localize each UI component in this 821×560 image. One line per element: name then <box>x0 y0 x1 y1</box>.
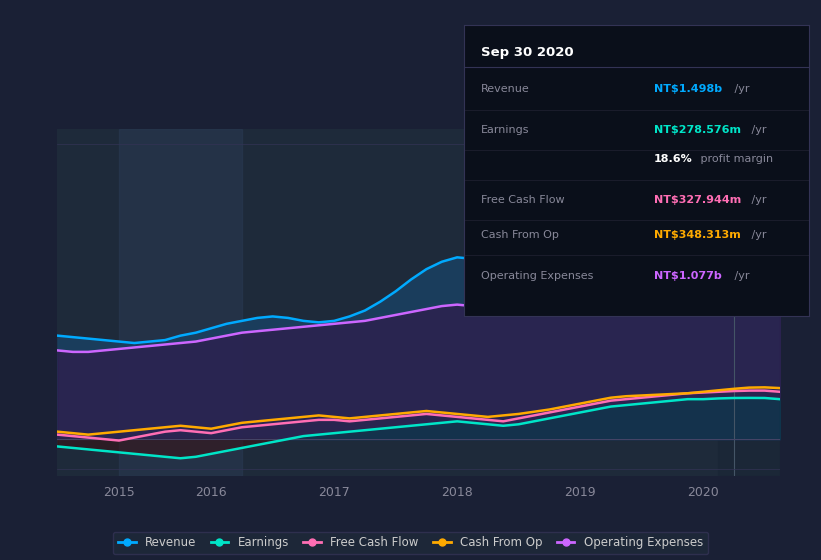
Text: NT$1.077b: NT$1.077b <box>654 270 722 281</box>
Text: 18.6%: 18.6% <box>654 154 692 164</box>
Text: Cash From Op: Cash From Op <box>481 230 559 240</box>
Text: profit margin: profit margin <box>696 154 773 164</box>
Bar <box>119 129 242 476</box>
Text: Operating Expenses: Operating Expenses <box>481 270 594 281</box>
Text: NT$327.944m: NT$327.944m <box>654 195 741 205</box>
Legend: Revenue, Earnings, Free Cash Flow, Cash From Op, Operating Expenses: Revenue, Earnings, Free Cash Flow, Cash … <box>113 531 708 554</box>
Text: NT$1.498b: NT$1.498b <box>654 84 722 94</box>
Text: Sep 30 2020: Sep 30 2020 <box>481 45 574 59</box>
Text: /yr: /yr <box>749 195 767 205</box>
Bar <box>718 129 780 476</box>
Text: Free Cash Flow: Free Cash Flow <box>481 195 565 205</box>
Text: /yr: /yr <box>749 230 767 240</box>
Text: NT$348.313m: NT$348.313m <box>654 230 741 240</box>
Text: Revenue: Revenue <box>481 84 530 94</box>
Text: NT$278.576m: NT$278.576m <box>654 125 741 135</box>
Text: Earnings: Earnings <box>481 125 530 135</box>
Text: /yr: /yr <box>731 270 750 281</box>
Text: /yr: /yr <box>731 84 750 94</box>
Text: /yr: /yr <box>749 125 767 135</box>
